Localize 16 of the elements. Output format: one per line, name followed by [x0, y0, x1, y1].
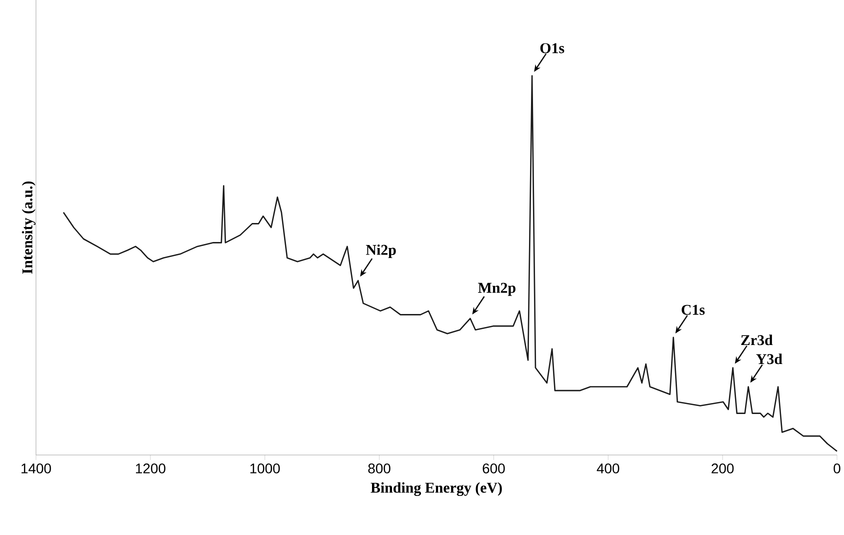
x-tick-label: 1200 — [136, 464, 166, 474]
y-axis-title: Intensity (a.u.) — [22, 181, 36, 274]
x-axis-title: Binding Energy (eV) — [370, 482, 502, 496]
x-tick-label: 600 — [482, 464, 505, 474]
annotation: Zr3d — [741, 334, 773, 346]
x-tick-label: 400 — [596, 464, 620, 474]
annotation: Mn2p — [478, 282, 516, 296]
x-tick-label: 800 — [368, 464, 390, 474]
annotation: Y3d — [756, 354, 782, 364]
x-tick-label: 1000 — [250, 464, 280, 474]
annotation: C1s — [682, 304, 705, 315]
annotation: Ni2p — [366, 244, 396, 258]
x-tick-label: 1400 — [22, 464, 51, 474]
annotation: O1s — [540, 43, 564, 54]
x-tick-label: 200 — [712, 464, 734, 474]
x-tick-label: 0 — [834, 464, 840, 474]
